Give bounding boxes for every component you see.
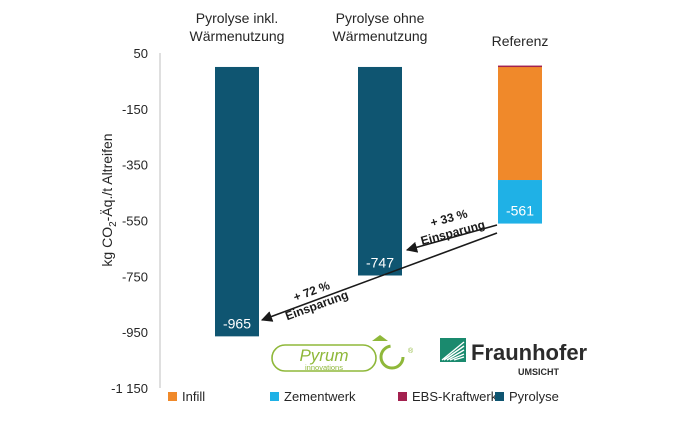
legend-label: EBS-Kraftwerk bbox=[412, 389, 498, 404]
pyrum-logo: Pyrum innovations ® bbox=[271, 335, 414, 372]
category-label: Referenz bbox=[492, 33, 549, 49]
category-labels: Pyrolyse inkl. Wärmenutzung Pyrolyse ohne W… bbox=[190, 10, 549, 49]
y-tick-label: -150 bbox=[122, 102, 148, 117]
pyrum-logo-text: Pyrum bbox=[299, 346, 348, 365]
bar-value-label: -747 bbox=[366, 254, 394, 270]
bar-segment bbox=[498, 65, 542, 68]
y-axis-title: kg CO2-Äq./t Altreifen bbox=[99, 133, 119, 266]
fraunhofer-logo-text: Fraunhofer bbox=[471, 340, 588, 365]
pyrum-logo-subtext: innovations bbox=[305, 363, 343, 372]
bar-segment bbox=[215, 66, 259, 337]
y-axis-ticks: 50 -150 -350 -550 -750 -950 -1 150 bbox=[111, 46, 148, 396]
y-tick-label: -950 bbox=[122, 325, 148, 340]
legend-label: Pyrolyse bbox=[509, 389, 559, 404]
bars: -965 -747 -561 bbox=[215, 65, 542, 337]
bar-value-label: -561 bbox=[506, 203, 534, 219]
bar-value-label: -965 bbox=[223, 315, 251, 331]
svg-text:®: ® bbox=[408, 347, 414, 355]
y-tick-label: -550 bbox=[122, 214, 148, 229]
y-tick-label: -1 150 bbox=[111, 381, 148, 396]
y-tick-label: -350 bbox=[122, 158, 148, 173]
legend-label: Zementwerk bbox=[284, 389, 356, 404]
y-axis-label: kg CO2-Äq./t Altreifen bbox=[99, 133, 119, 266]
legend: Infill Zementwerk EBS-Kraftwerk Pyrolyse bbox=[168, 389, 559, 404]
fraunhofer-mark-icon bbox=[440, 338, 466, 362]
y-tick-label: 50 bbox=[134, 46, 148, 61]
fraunhofer-logo: Fraunhofer UMSICHT bbox=[440, 338, 588, 377]
legend-swatch bbox=[168, 392, 177, 401]
legend-swatch bbox=[495, 392, 504, 401]
bar-segment bbox=[358, 66, 402, 276]
category-label: Pyrolyse inkl. Wärmenutzung bbox=[190, 10, 285, 44]
fraunhofer-logo-subtext: UMSICHT bbox=[518, 367, 559, 377]
legend-swatch bbox=[270, 392, 279, 401]
bar-segment bbox=[498, 66, 542, 181]
savings-label: + 72 %Einsparung bbox=[278, 273, 350, 323]
legend-label: Infill bbox=[182, 389, 205, 404]
savings-arrow bbox=[260, 232, 498, 322]
bar-segment bbox=[498, 180, 542, 224]
y-tick-label: -750 bbox=[122, 269, 148, 284]
savings-arrow bbox=[405, 224, 498, 253]
category-label: Pyrolyse ohne Wärmenutzung bbox=[333, 10, 428, 44]
legend-swatch bbox=[398, 392, 407, 401]
